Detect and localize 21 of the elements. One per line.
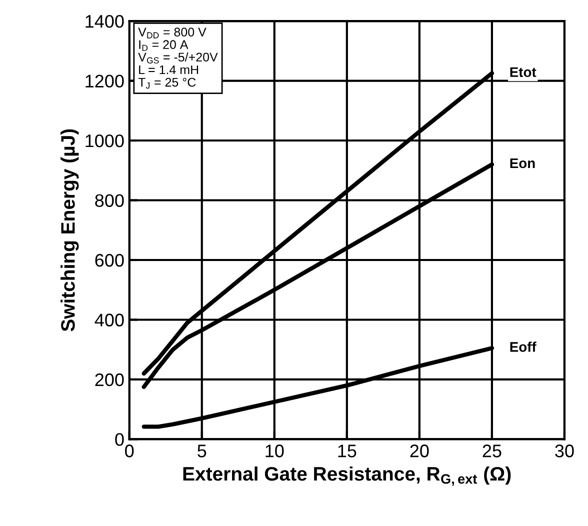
series-label: Eoff: [510, 342, 536, 352]
x-tick-label: 5: [198, 444, 206, 458]
x-tick-label: 25: [482, 444, 502, 458]
y-tick-label: 800: [95, 194, 124, 207]
text: V$_{DD}$ = 800 V I$_{D}$ = 20 A V$_{GS}$ = -5/+20V L = 1.4 mH T$_{J}$ = 25 °C: [138, 28, 218, 89]
x-axis-title: External Gate Resistance, R$_{G,ext}$ (Ω): [183, 466, 511, 486]
y-tick-label: 1400: [86, 14, 124, 28]
x-tick-label: 30: [555, 444, 574, 458]
y-tick-label: 400: [94, 314, 124, 326]
y-tick-label: 1200: [86, 74, 124, 88]
x-tick-label: 0: [125, 444, 134, 458]
y-tick-label: 0: [115, 433, 124, 446]
x-tick-label: 15: [338, 444, 356, 458]
x-tick-label: 10: [266, 444, 284, 458]
series-label: Etot: [510, 67, 536, 78]
series-label: Eon: [510, 158, 535, 168]
y-axis-title: Switching Energy (µJ): [60, 129, 79, 332]
y-tick-label: 200: [95, 373, 124, 386]
y-tick-label: 600: [95, 254, 124, 267]
y-tick-label: 1000: [86, 134, 124, 148]
x-tick-label: 20: [410, 444, 429, 458]
